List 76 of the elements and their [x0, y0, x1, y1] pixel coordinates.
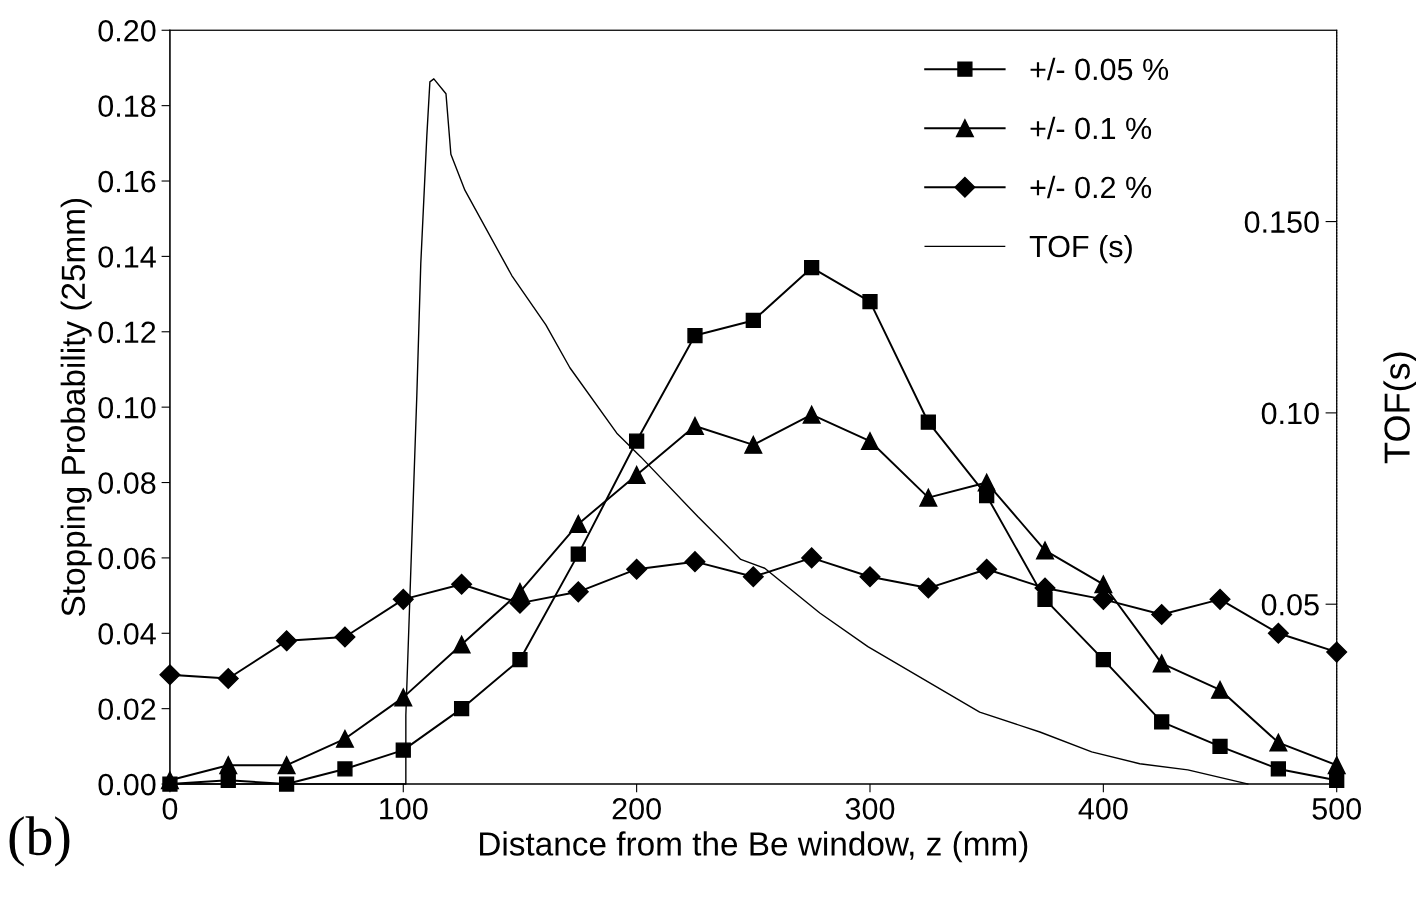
- point: [392, 588, 414, 610]
- point: [687, 327, 703, 344]
- point: [627, 465, 646, 485]
- point: [395, 742, 411, 758]
- point: [277, 756, 296, 775]
- point: [570, 546, 586, 562]
- x-tick-label: 300: [845, 798, 895, 820]
- legend-label: TOF (s): [1029, 234, 1132, 264]
- point: [745, 312, 761, 329]
- x-tick-label: 400: [1078, 798, 1128, 820]
- point: [801, 547, 823, 569]
- point: [917, 577, 939, 599]
- point: [860, 432, 880, 451]
- point: [1154, 714, 1170, 730]
- point: [334, 626, 356, 648]
- point: [744, 435, 763, 454]
- point: [626, 558, 648, 580]
- point: [335, 729, 354, 748]
- point: [920, 414, 936, 430]
- x-tick-label: 100: [380, 798, 428, 820]
- point: [859, 566, 881, 588]
- point: [217, 667, 239, 690]
- text: (b): [9, 816, 70, 867]
- y-tick-label: 0.18: [98, 95, 156, 118]
- legend-label: +/- 0.05 %: [1030, 57, 1169, 81]
- point: [1326, 641, 1348, 663]
- point: [1270, 761, 1287, 777]
- point: [1035, 541, 1055, 560]
- point: [1151, 603, 1173, 625]
- y-tick-label: 0.16: [98, 170, 156, 193]
- legend-label: +/- 0.2 %: [1030, 175, 1152, 199]
- y-tick-label: 0.02: [98, 698, 156, 721]
- point: [567, 581, 589, 603]
- point: [452, 635, 471, 654]
- point: [219, 756, 238, 775]
- point: [1095, 652, 1111, 668]
- point: [276, 630, 298, 652]
- x-tick-label: 0: [162, 798, 178, 820]
- y-tick-label: 0.00: [98, 773, 156, 796]
- y-tick-label: 0.06: [98, 547, 156, 570]
- point: [1209, 588, 1231, 610]
- x-tick-label: 500: [1312, 798, 1361, 820]
- point: [451, 573, 473, 595]
- x-axis-title: Distance from the Be window, z (mm): [480, 831, 1028, 863]
- point: [684, 551, 706, 573]
- point: [337, 761, 353, 777]
- point: [1212, 738, 1228, 754]
- y2-tick-label: 0.05: [1261, 593, 1319, 616]
- point: [685, 416, 705, 436]
- point: [1267, 622, 1289, 644]
- point: [802, 405, 821, 424]
- y-tick-label: 0.04: [98, 623, 156, 645]
- point: [453, 701, 470, 717]
- x-tick-label: 200: [612, 798, 661, 820]
- point: [1269, 733, 1288, 752]
- point: [977, 473, 996, 492]
- y-axis-title: Stopping Probability (25mm): [60, 198, 92, 616]
- y-tick-label: 0.20: [98, 20, 156, 42]
- point: [628, 433, 645, 449]
- point: [976, 558, 998, 580]
- y-tick-label: 0.10: [98, 396, 156, 419]
- point: [278, 776, 295, 792]
- y2-tick-label: 0.150: [1244, 211, 1319, 233]
- point: [1210, 680, 1230, 699]
- legend-label: +/- 0.1 %: [1030, 116, 1152, 140]
- point: [919, 488, 938, 507]
- y-tick-label: 0.08: [98, 472, 156, 494]
- point: [569, 514, 588, 534]
- point: [862, 293, 878, 310]
- y-tick-label: 0.12: [98, 321, 156, 344]
- point: [1152, 654, 1171, 673]
- point: [742, 566, 764, 588]
- y2-tick-label: 0.10: [1261, 402, 1319, 425]
- y-tick-label: 0.14: [98, 246, 156, 268]
- point: [512, 652, 528, 668]
- point: [804, 260, 820, 276]
